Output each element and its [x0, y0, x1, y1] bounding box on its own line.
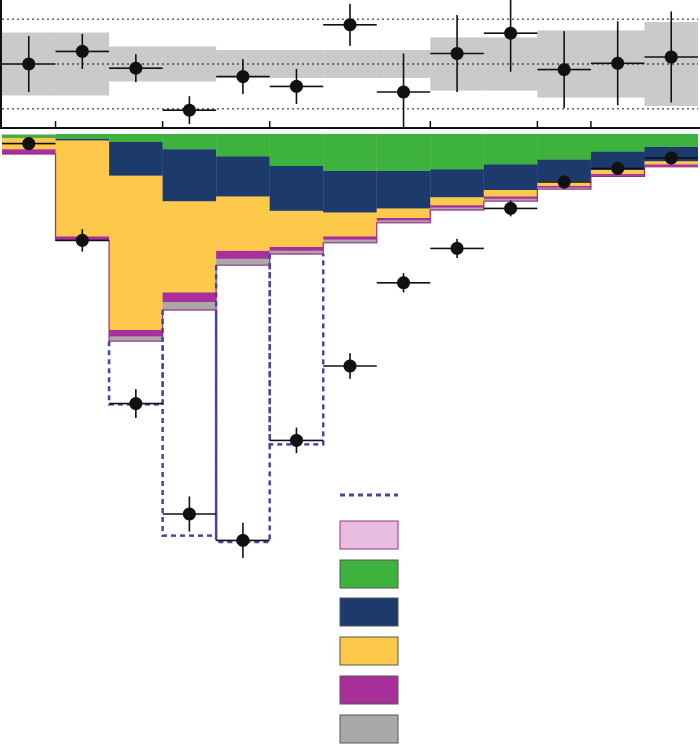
stack-segment-magenta [2, 149, 56, 154]
stack-segment-navy [162, 149, 217, 202]
stack-segment-gray [269, 250, 324, 254]
stack-segment-magenta [162, 292, 217, 302]
data-point [504, 201, 518, 215]
stack-segment-navy [323, 170, 377, 213]
stack-segment-navy [483, 164, 538, 190]
stack-segment-green [644, 134, 698, 147]
stack-segment-gray [430, 207, 484, 210]
legend-swatch-magenta [339, 675, 399, 705]
stack-segment-yellow [109, 175, 163, 330]
data-point [343, 359, 357, 373]
stack-segment-green [537, 134, 591, 160]
stack-segment-green [269, 134, 324, 166]
stack-segment-green [2, 134, 56, 138]
ratio-point [182, 103, 196, 117]
stack-segment-magenta [109, 330, 163, 337]
ratio-point [450, 47, 464, 60]
stack-segment-green [55, 134, 110, 139]
data-point [182, 507, 196, 521]
ratio-point [664, 50, 678, 64]
stack-segment-yellow [483, 190, 538, 197]
stack-segment-gray [109, 336, 163, 342]
stack-segment-magenta [269, 246, 324, 251]
data-point [397, 276, 411, 290]
ratio-point [557, 63, 571, 77]
stack-segment-navy [216, 156, 270, 197]
data-point [75, 233, 89, 247]
stack-segment-green [376, 134, 431, 171]
stack-segment-yellow [430, 197, 484, 206]
main-panel [2, 134, 698, 558]
legend-swatch-navy [339, 597, 399, 627]
legend-swatch-gray [339, 714, 399, 744]
legend [339, 493, 399, 744]
stack-segment-magenta [430, 205, 484, 208]
stack-segment-navy [376, 170, 431, 209]
stack-segment-yellow [162, 201, 217, 293]
ratio-point [611, 56, 625, 70]
data-point [611, 161, 625, 175]
stack-segment-gray [483, 198, 538, 202]
ratio-point [236, 70, 250, 84]
stack-segment-navy [430, 169, 484, 198]
data-point [22, 137, 36, 151]
ratio-point [22, 57, 36, 71]
stack-segment-magenta [216, 250, 270, 259]
stack-segment-magenta [376, 218, 431, 221]
data-point [289, 433, 303, 447]
data-point [450, 241, 464, 255]
legend-swatch-yellow [339, 636, 399, 666]
ratio-point [289, 79, 303, 93]
stack-segment-gray [216, 258, 270, 266]
dashed-expectation [107, 341, 164, 406]
stack-segment-navy [269, 166, 324, 211]
stack-segment-navy [55, 138, 110, 141]
stack-segment-navy [537, 159, 591, 182]
legend-swatch-green [339, 559, 399, 589]
stack-segment-navy [590, 151, 645, 170]
stack-segment-green [109, 134, 163, 142]
ratio-point [504, 26, 518, 40]
stack-segment-magenta [644, 164, 698, 166]
data-point [236, 533, 250, 547]
stack-segment-green [162, 134, 217, 150]
stack-segment-yellow [376, 208, 431, 218]
stack-segment-navy [109, 142, 163, 176]
histogram-outline [2, 153, 698, 342]
stack-segment-green [323, 134, 377, 171]
stack-segment-magenta [323, 236, 377, 240]
data-point [129, 397, 143, 411]
data-point [557, 175, 571, 189]
ratio-point [75, 44, 89, 58]
stack-segment-green [430, 134, 484, 170]
ratio-point [397, 85, 411, 99]
stack-segment-gray [162, 302, 217, 310]
ratio-point [343, 18, 357, 32]
stack-segment-magenta [483, 196, 538, 199]
dashed-expectation [214, 265, 271, 544]
stack-segment-green [216, 134, 270, 157]
data-point [664, 151, 678, 165]
legend-swatch-pink_fill [339, 520, 399, 550]
stack-segment-gray [376, 220, 431, 223]
stack-segment-yellow [55, 140, 110, 237]
stack-segment-yellow [269, 210, 324, 247]
stack-segment-green [483, 134, 538, 165]
stack-segment-yellow [216, 196, 270, 251]
ratio-panel [0, 0, 700, 129]
stack-segment-green [590, 134, 645, 152]
stack-segment-gray [323, 239, 377, 243]
stack-segment-yellow [323, 212, 377, 237]
ratio-point [129, 61, 143, 75]
